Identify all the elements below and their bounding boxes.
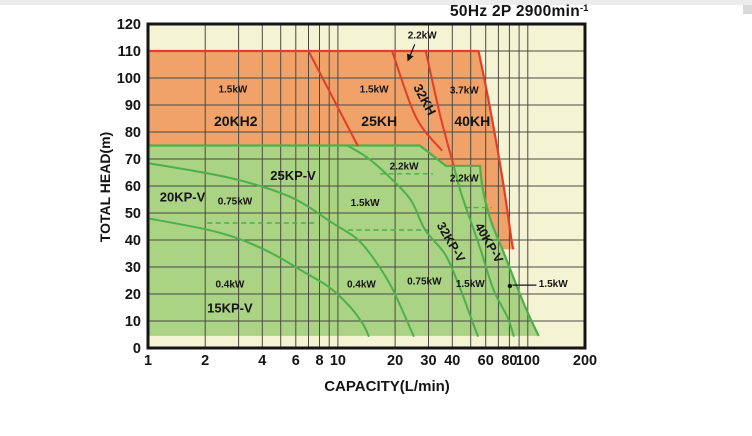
page-top-border <box>0 0 752 5</box>
region-label-40kh: 40KH <box>454 113 490 129</box>
chart-title-text: 50Hz 2P 2900min <box>450 3 581 20</box>
region-label-15kw: 1.5kW <box>218 84 247 95</box>
region-label-25kh: 25KH <box>361 113 397 129</box>
y-tick-label: 90 <box>125 98 141 114</box>
chart-title-superscript: -1 <box>580 3 589 14</box>
y-tick-label: 40 <box>125 233 141 249</box>
x-tick-label: 80 <box>501 353 517 369</box>
kh-series-region-outline <box>148 49 515 250</box>
x-axis-title: CAPACITY(L/min) <box>324 378 450 395</box>
x-tick-label: 40 <box>444 353 460 369</box>
divider-32kh-40kh <box>424 50 455 167</box>
x-tick-label: 1 <box>144 353 152 369</box>
curve-32kpv-40kpv <box>452 164 515 337</box>
curve-20kpv-25kpv <box>147 162 415 337</box>
x-tick-label: 6 <box>292 353 300 369</box>
region-label-15kw: 1.5kW <box>351 198 380 209</box>
plot-frame <box>146 22 587 350</box>
divider-20kh2-25kh <box>307 50 359 147</box>
x-tick-label: 60 <box>478 353 494 369</box>
y-tick-label: 10 <box>125 314 141 330</box>
region-label-37kw: 3.7kW <box>450 86 479 97</box>
callout-1-5kw-dot <box>507 283 513 289</box>
x-tick-label: 8 <box>315 353 323 369</box>
region-label-04kw: 0.4kW <box>215 280 244 291</box>
region-label-20kh2: 20KH2 <box>214 113 258 129</box>
x-tick-label: 4 <box>258 353 266 369</box>
y-tick-label: 50 <box>125 206 141 222</box>
y-tick-label: 100 <box>117 71 141 87</box>
region-label-15kw: 1.5kW <box>456 279 485 290</box>
y-axis-title: TOTAL HEAD(m) <box>97 132 113 242</box>
region-label-22kw: 2.2kW <box>408 30 437 41</box>
kpv-series-region <box>148 145 539 336</box>
region-label-25kpv: 25KP-V <box>270 168 316 183</box>
scrollbar-fragment <box>743 5 752 14</box>
region-label-15kpv: 15KP-V <box>207 301 253 316</box>
region-label-075kw: 0.75kW <box>407 277 442 288</box>
chart-title: 50Hz 2P 2900min-1 <box>450 3 588 21</box>
y-tick-label: 20 <box>125 287 141 303</box>
region-label-15kw: 1.5kW <box>539 279 568 290</box>
x-tick-label: 10 <box>330 353 346 369</box>
divider-25kh-32kh <box>391 50 443 152</box>
kpv-series-region-outline <box>148 144 540 337</box>
y-tick-label: 70 <box>125 152 141 168</box>
region-label-22kw: 2.2kW <box>390 162 419 173</box>
region-label-15kw: 1.5kW <box>360 84 389 95</box>
x-tick-label: 2 <box>201 353 209 369</box>
y-tick-label: 60 <box>125 179 141 195</box>
x-tick-label: 100 <box>516 353 540 369</box>
y-tick-label: 30 <box>125 260 141 276</box>
region-label-04kw: 0.4kW <box>347 280 376 291</box>
x-tick-label: 200 <box>573 353 597 369</box>
region-label-20kpv: 20KP-V <box>160 190 206 205</box>
region-label-075kw: 0.75kW <box>218 197 253 208</box>
x-tick-label: 30 <box>420 353 436 369</box>
arrow-2-2kw <box>407 44 416 62</box>
y-tick-label: 120 <box>117 17 141 33</box>
y-tick-label: 110 <box>118 44 141 60</box>
y-tick-label: 80 <box>125 125 141 141</box>
x-tick-label: 20 <box>387 353 403 369</box>
y-tick-label: 0 <box>133 341 141 357</box>
curve-15kpv-20kpv <box>147 217 370 337</box>
region-label-22kw: 2.2kW <box>450 174 479 185</box>
